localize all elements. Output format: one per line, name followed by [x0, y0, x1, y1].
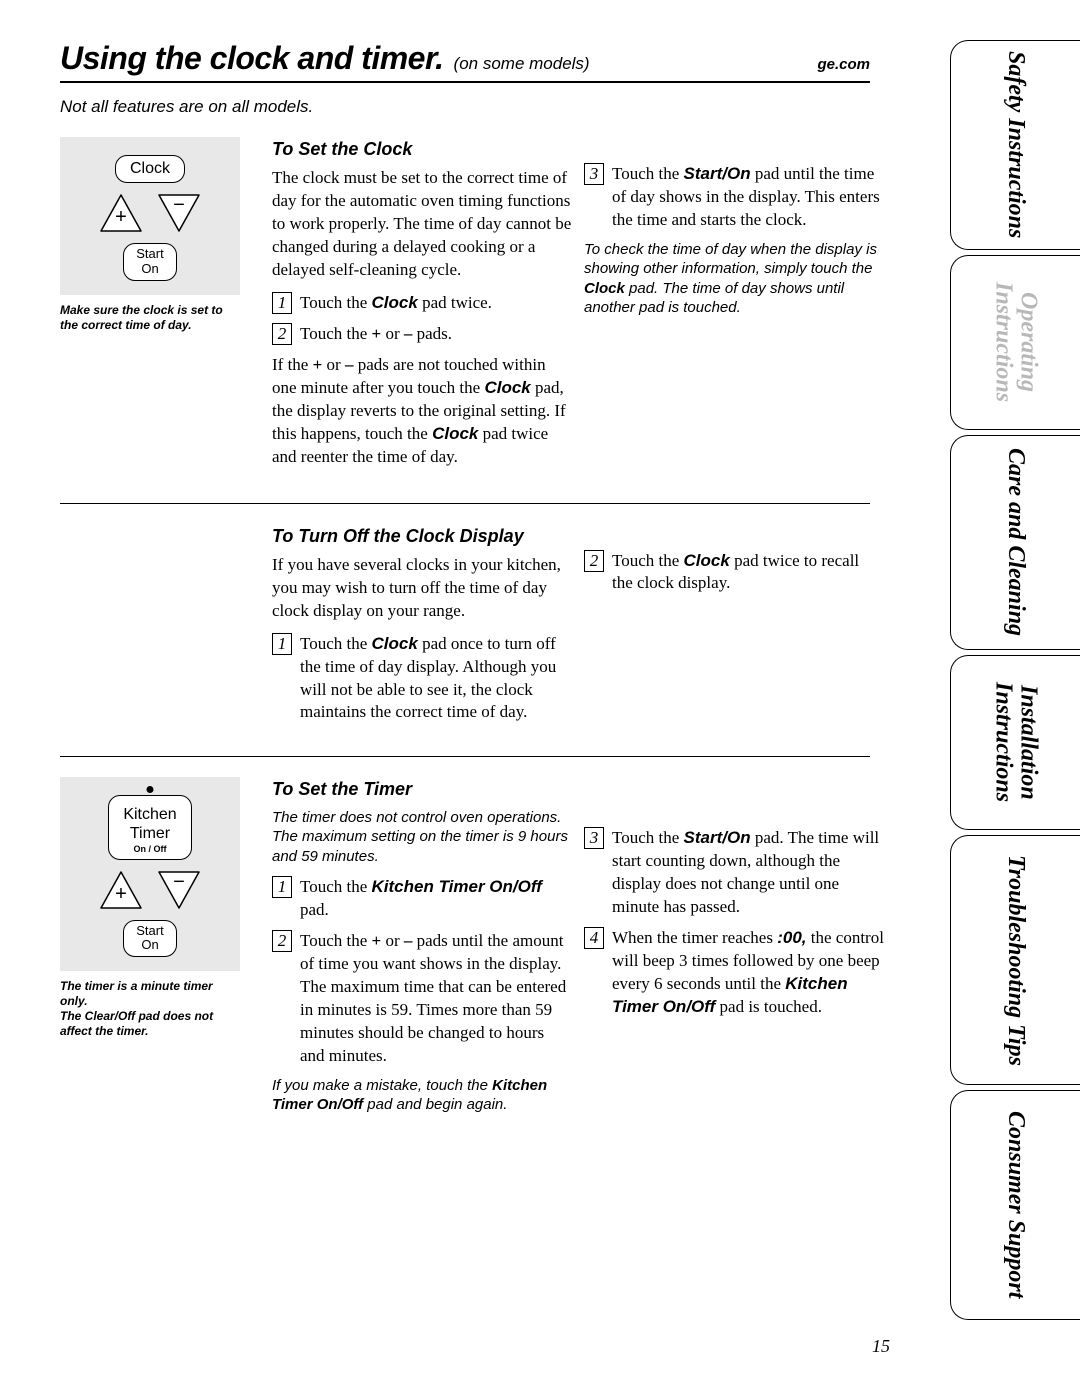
section-title-set-timer: To Set the Timer [272, 777, 572, 801]
tab-installation[interactable]: InstallationInstructions [950, 655, 1080, 830]
clock-followup: If the + or – pads are not touched withi… [272, 354, 572, 469]
page-title-sub: (on some models) [454, 54, 590, 73]
page-number: 15 [872, 1336, 890, 1357]
step-text: Touch the + or – pads. [300, 323, 572, 346]
plus-pad-icon: + [99, 870, 143, 910]
brand-link: ge.com [817, 56, 870, 73]
start-on-pad: Start On [123, 243, 176, 281]
svg-text:−: − [173, 194, 185, 216]
step-text: Touch the Clock pad twice. [300, 292, 572, 315]
tab-troubleshooting[interactable]: Troubleshooting Tips [950, 835, 1080, 1085]
step-number: 1 [272, 876, 292, 898]
svg-text:+: + [115, 883, 127, 905]
illustration-caption-1: Make sure the clock is set to the correc… [60, 303, 240, 333]
timer-note-2: If you make a mistake, touch the Kitchen… [272, 1076, 572, 1115]
tab-operating[interactable]: OperatingInstructions [950, 255, 1080, 430]
section-title-turn-off: To Turn Off the Clock Display [272, 524, 572, 548]
step-number: 1 [272, 292, 292, 314]
timer-note-1: The timer does not control oven operatio… [272, 808, 572, 867]
illustration-clock: Clock + − Start On [60, 137, 240, 295]
step-text: Touch the Kitchen Timer On/Off pad. [300, 876, 572, 922]
illustration-timer: Kitchen Timer On / Off + − Start On [60, 777, 240, 971]
step-number: 2 [584, 550, 604, 572]
tab-safety[interactable]: Safety Instructions [950, 40, 1080, 250]
step-number: 2 [272, 323, 292, 345]
clock-check-note: To check the time of day when the displa… [584, 240, 884, 318]
step-text: Touch the + or – pads until the amount o… [300, 930, 572, 1068]
minus-pad-icon: − [157, 870, 201, 910]
step-number: 2 [272, 930, 292, 952]
illustration-caption-2: The timer is a minute timer only. The Cl… [60, 979, 240, 1039]
step-text: Touch the Clock pad twice to recall the … [612, 550, 884, 596]
side-tab-strip: Safety Instructions OperatingInstruction… [940, 40, 1080, 1360]
kitchen-timer-pad: Kitchen Timer On / Off [108, 795, 191, 859]
step-number: 4 [584, 927, 604, 949]
svg-text:+: + [115, 206, 127, 228]
section-title-set-clock: To Set the Clock [272, 137, 572, 161]
minus-pad-icon: − [157, 193, 201, 233]
clock-pad: Clock [115, 155, 185, 183]
step-text: Touch the Clock pad once to turn off the… [300, 633, 572, 725]
subheader-note: Not all features are on all models. [60, 97, 870, 117]
svg-text:−: − [173, 871, 185, 893]
step-number: 3 [584, 827, 604, 849]
step-text: Touch the Start/On pad. The time will st… [612, 827, 884, 919]
step-number: 1 [272, 633, 292, 655]
tab-care[interactable]: Care and Cleaning [950, 435, 1080, 650]
step-text: Touch the Start/On pad until the time of… [612, 163, 884, 232]
step-number: 3 [584, 163, 604, 185]
clock-intro: The clock must be set to the correct tim… [272, 167, 572, 282]
tab-consumer[interactable]: Consumer Support [950, 1090, 1080, 1320]
page-title-main: Using the clock and timer. [60, 40, 444, 76]
step-text: When the timer reaches :00, the control … [612, 927, 884, 1019]
plus-pad-icon: + [99, 193, 143, 233]
start-on-pad: Start On [123, 920, 176, 958]
turnoff-intro: If you have several clocks in your kitch… [272, 554, 572, 623]
